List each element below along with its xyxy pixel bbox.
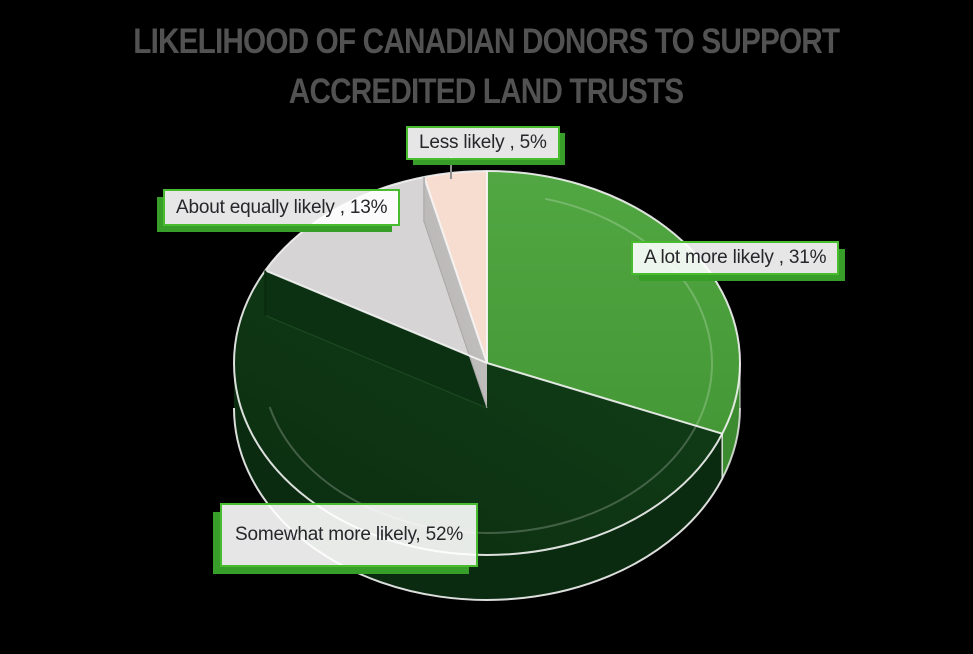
callout-less-likely: Less likely , 5% xyxy=(406,126,560,160)
pie-facet-somewhat-radial-wall xyxy=(265,270,487,408)
pie-facet-edge xyxy=(265,315,488,409)
pie-facet-edge xyxy=(423,221,488,409)
pie-bottom-rim-stroke-green xyxy=(721,407,741,480)
pie-boundary-line-left xyxy=(264,269,488,364)
callout-a-lot-more-likely: A lot more likely , 31% xyxy=(631,241,840,275)
pie-bottom-rim-stroke xyxy=(233,407,724,601)
pie-facet-gray-radial-wall xyxy=(424,177,487,408)
callout-somewhat-more-likely: Somewhat more likely, 52% xyxy=(220,503,479,567)
chart-title-line1: LIKELIHOOD OF CANADIAN DONORS TO SUPPORT xyxy=(133,22,841,61)
chart-title: LIKELIHOOD OF CANADIAN DONORS TO SUPPORT… xyxy=(0,20,973,120)
pie-rim-wall-green xyxy=(722,363,740,479)
pie-boundary-line-right xyxy=(486,362,723,435)
callout-about-equally-likely: About equally likely , 13% xyxy=(163,189,401,226)
chart-title-line2: ACCREDITED LAND TRUSTS xyxy=(289,72,684,111)
pie-boundary-line-upper-left xyxy=(423,176,488,364)
callout-leader-line xyxy=(450,157,452,179)
